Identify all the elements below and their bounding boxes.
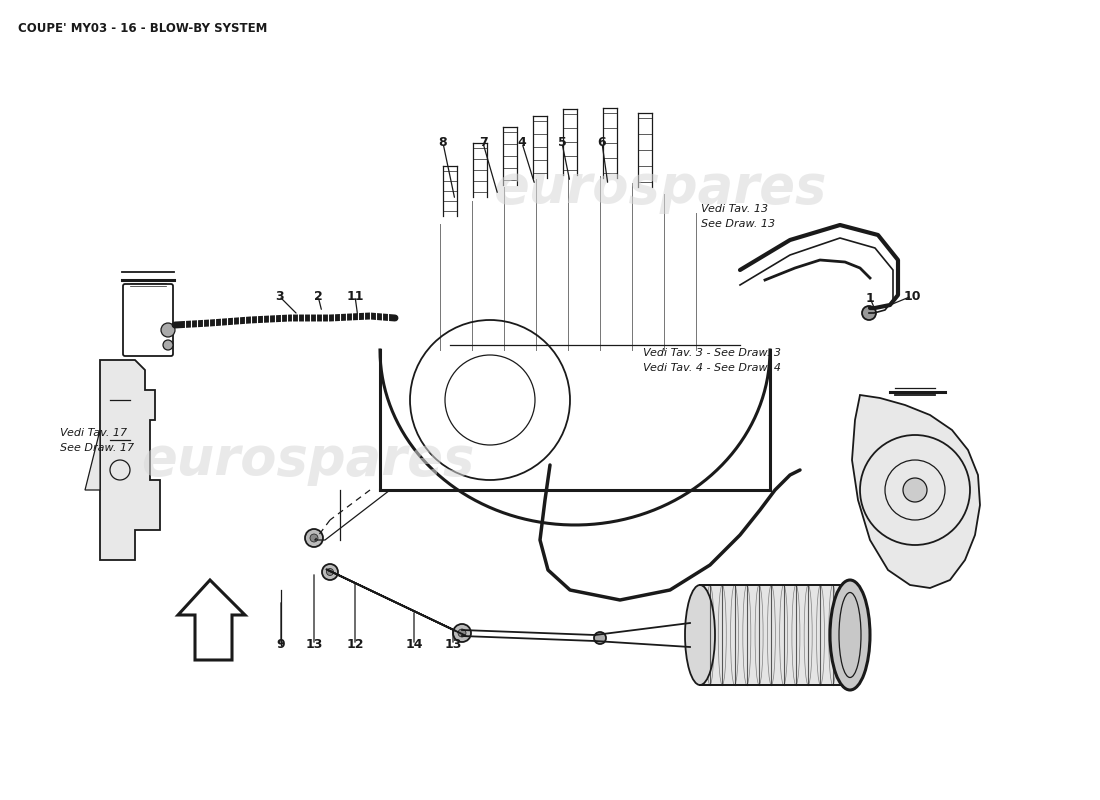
Text: 14: 14 — [405, 638, 422, 651]
Circle shape — [903, 478, 927, 502]
Circle shape — [594, 632, 606, 644]
Text: 11: 11 — [346, 290, 364, 302]
Text: 13: 13 — [306, 638, 322, 651]
Circle shape — [161, 323, 175, 337]
Text: Vedi Tav. 13
See Draw. 13: Vedi Tav. 13 See Draw. 13 — [701, 204, 776, 229]
Polygon shape — [100, 360, 160, 560]
Text: 8: 8 — [439, 137, 448, 150]
Text: Vedi Tav. 17
See Draw. 17: Vedi Tav. 17 See Draw. 17 — [60, 428, 134, 453]
Text: 10: 10 — [903, 290, 921, 302]
Text: 4: 4 — [518, 137, 527, 150]
Text: COUPE' MY03 - 16 - BLOW-BY SYSTEM: COUPE' MY03 - 16 - BLOW-BY SYSTEM — [18, 22, 267, 35]
Bar — [700, 585, 850, 685]
Text: Vedi Tav. 3 - See Draw. 3
Vedi Tav. 4 - See Draw. 4: Vedi Tav. 3 - See Draw. 3 Vedi Tav. 4 - … — [644, 348, 781, 373]
Circle shape — [862, 306, 876, 320]
Ellipse shape — [830, 580, 870, 690]
Text: 7: 7 — [478, 137, 487, 150]
Polygon shape — [85, 430, 100, 490]
Text: 12: 12 — [346, 638, 364, 651]
Circle shape — [305, 529, 323, 547]
Circle shape — [322, 564, 338, 580]
Circle shape — [458, 629, 466, 637]
Polygon shape — [852, 395, 980, 588]
Circle shape — [163, 340, 173, 350]
Circle shape — [453, 624, 471, 642]
Text: eurospares: eurospares — [493, 162, 827, 214]
Text: 13: 13 — [444, 638, 462, 651]
Text: 5: 5 — [558, 137, 566, 150]
Ellipse shape — [685, 585, 715, 685]
Text: 6: 6 — [597, 137, 606, 150]
Polygon shape — [327, 570, 465, 635]
Circle shape — [327, 569, 333, 575]
Text: 9: 9 — [277, 638, 285, 651]
Circle shape — [310, 534, 318, 542]
Polygon shape — [178, 580, 245, 660]
Text: eurospares: eurospares — [141, 434, 475, 486]
Text: 1: 1 — [866, 291, 874, 305]
Text: 2: 2 — [314, 290, 322, 302]
Text: 3: 3 — [275, 290, 284, 302]
